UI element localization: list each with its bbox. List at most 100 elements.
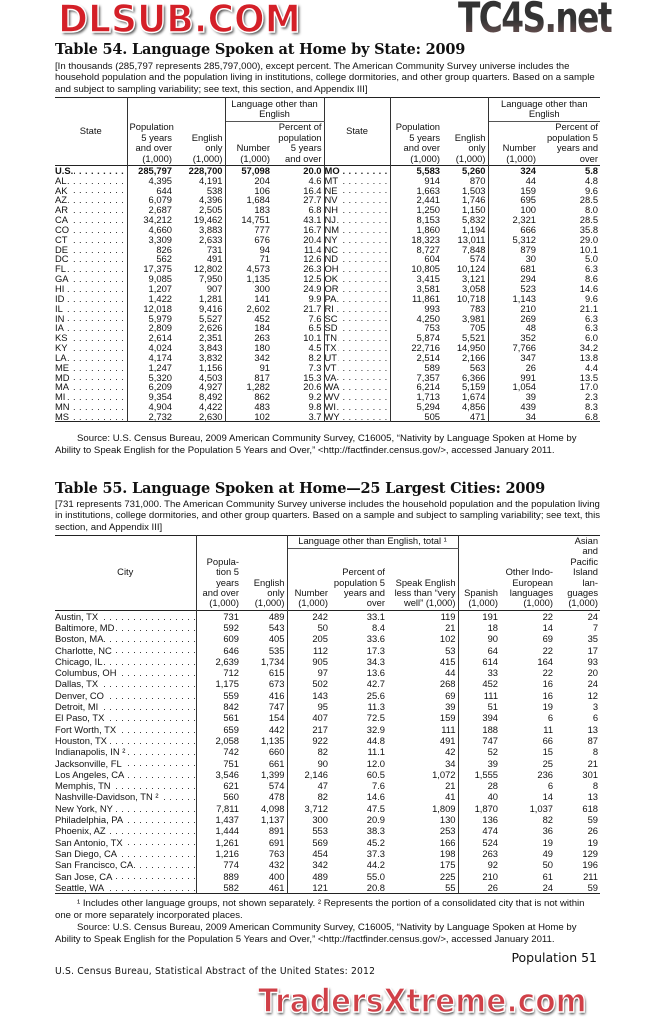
row-label: GA [55, 274, 70, 284]
cell-state: KY [55, 342, 128, 353]
cell-state: OH [324, 264, 391, 275]
cell-percent: 35.8 [579, 224, 599, 235]
row-label: NC [324, 244, 340, 255]
cell-percent: 28.5 [579, 214, 599, 225]
cell-other-indo-european: 49 [542, 847, 554, 859]
cell-percent: 32.9 [366, 723, 385, 735]
cell-english-only: 4,098 [241, 802, 288, 814]
cell-number: 502 [312, 678, 328, 690]
row-label: Los Angeles, CA [55, 768, 126, 780]
cell-state: VA [324, 372, 391, 383]
cell-state: WA [324, 382, 391, 393]
cell-percent: 14.6 [366, 791, 385, 803]
cell-english-only: 1,156 [174, 362, 226, 373]
cell-english-only: 563 [442, 362, 489, 373]
cell-english-only: 2,630 [174, 411, 226, 422]
cell-state: NY [324, 234, 391, 245]
row-label: ME [55, 362, 71, 373]
cell-population: 4,250 [416, 313, 441, 324]
cell-speak-english-less: 268 [387, 678, 459, 690]
cell-number: 82 [317, 746, 328, 758]
row-label: OH [324, 264, 340, 275]
cell-state: ME [55, 362, 128, 373]
cell-state: AR [55, 205, 128, 215]
cell-population: 731 [223, 610, 239, 622]
cell-population: 1,261 [215, 836, 239, 848]
col-number: Number (1,000) [236, 142, 270, 164]
cell-spanish: 40 [487, 791, 499, 803]
cell-percent: 8.6 [584, 274, 599, 284]
cell-percent: 13.8 [579, 352, 599, 363]
row-label: Seattle, WA [55, 881, 106, 893]
cell-population: 1,437 [215, 814, 239, 826]
cell-spanish: 92 [487, 859, 499, 871]
cell-state: NM [324, 224, 391, 235]
cell-english-only: 1,194 [442, 224, 489, 235]
cell-population: 993 [424, 303, 441, 314]
cell-state: CA [55, 214, 128, 225]
cell-population: 1,713 [416, 392, 441, 402]
cell-english-only: 4,191 [174, 175, 226, 186]
cell-number: 523 [520, 283, 537, 294]
cell-percent: 28.5 [579, 195, 599, 206]
cell-spanish: 18 [487, 621, 499, 633]
cell-percent: 47.5 [366, 802, 385, 814]
cell-population: 2,614 [148, 333, 172, 343]
cell-percent: 9.6 [584, 185, 599, 196]
row-label: WV [324, 392, 341, 402]
row-label: Columbus, OH [55, 667, 118, 679]
cell-state: HI [55, 283, 128, 294]
row-label: KS [55, 333, 69, 343]
cell-english-only: 5,260 [442, 165, 489, 176]
cell-city: Columbus, OH [55, 667, 197, 679]
cell-english-only: 4,503 [174, 372, 226, 383]
cell-english-only: 891 [241, 825, 288, 837]
cell-state: MD [55, 372, 128, 383]
cell-number: 102 [254, 411, 270, 422]
cell-english-only: 2,166 [442, 352, 489, 363]
cell-population: 842 [223, 701, 239, 713]
row-label: NV [324, 195, 339, 206]
cell-spanish: 1,555 [474, 768, 499, 780]
cell-english-only: 5,527 [174, 313, 226, 324]
cell-number: 991 [520, 372, 537, 383]
row-label: MD [55, 372, 71, 383]
cell-speak-english-less: 198 [387, 847, 459, 860]
cell-percent: 9.6 [584, 293, 599, 304]
cell-number: 352 [520, 333, 537, 343]
cell-population: 4,395 [148, 175, 172, 186]
cell-percent: 21.7 [272, 303, 325, 314]
cell-number: 143 [312, 689, 328, 701]
cell-population: 4,024 [148, 342, 172, 353]
row-label: Dallas, TX [55, 678, 100, 690]
col-state-2: State [324, 97, 391, 166]
cell-city: Philadelphia, PA [55, 813, 197, 826]
cell-percent: 29.0 [579, 234, 599, 245]
row-label: ID [55, 293, 66, 304]
cell-number: 439 [520, 402, 537, 412]
cell-percent: 6.8 [584, 411, 599, 422]
cell-english-only: 416 [241, 689, 288, 701]
cell-population: 559 [223, 689, 239, 701]
row-label: Phoenix, AZ [55, 825, 107, 837]
row-label: SC [324, 313, 339, 324]
row-label: CT [55, 234, 69, 245]
cell-english-only: 471 [442, 411, 489, 422]
cell-percent: 21.1 [579, 303, 599, 314]
cell-number: 100 [520, 205, 537, 215]
cell-asian-pacific: 19 [587, 836, 599, 848]
cell-english-only: 747 [241, 700, 288, 713]
cell-number: 91 [259, 362, 270, 373]
cell-state: CT [55, 234, 128, 245]
